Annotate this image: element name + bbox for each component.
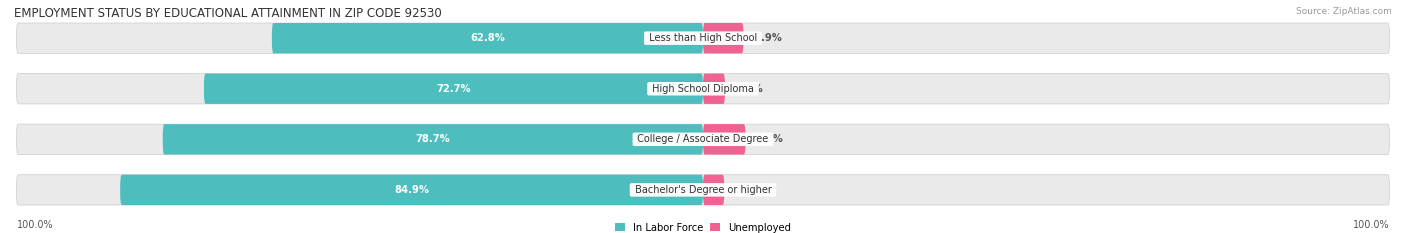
FancyBboxPatch shape <box>17 23 1389 53</box>
Text: Less than High School: Less than High School <box>645 33 761 43</box>
FancyBboxPatch shape <box>17 124 1389 154</box>
FancyBboxPatch shape <box>703 23 744 53</box>
Text: College / Associate Degree: College / Associate Degree <box>634 134 772 144</box>
FancyBboxPatch shape <box>703 74 725 104</box>
Text: 100.0%: 100.0% <box>17 220 53 230</box>
Text: 84.9%: 84.9% <box>394 185 429 195</box>
FancyBboxPatch shape <box>703 175 724 205</box>
Text: 72.7%: 72.7% <box>436 84 471 94</box>
Legend: In Labor Force, Unemployed: In Labor Force, Unemployed <box>616 223 790 233</box>
Text: Bachelor's Degree or higher: Bachelor's Degree or higher <box>631 185 775 195</box>
Text: High School Diploma: High School Diploma <box>650 84 756 94</box>
FancyBboxPatch shape <box>17 175 1389 205</box>
Text: 3.2%: 3.2% <box>735 84 763 94</box>
Text: 5.9%: 5.9% <box>754 33 782 43</box>
Text: 78.7%: 78.7% <box>416 134 450 144</box>
Text: Source: ZipAtlas.com: Source: ZipAtlas.com <box>1296 7 1392 16</box>
FancyBboxPatch shape <box>204 74 703 104</box>
FancyBboxPatch shape <box>163 124 703 154</box>
Text: 100.0%: 100.0% <box>1353 220 1389 230</box>
FancyBboxPatch shape <box>271 23 703 53</box>
FancyBboxPatch shape <box>703 124 745 154</box>
Text: 3.1%: 3.1% <box>734 185 762 195</box>
Text: 6.2%: 6.2% <box>756 134 783 144</box>
Text: EMPLOYMENT STATUS BY EDUCATIONAL ATTAINMENT IN ZIP CODE 92530: EMPLOYMENT STATUS BY EDUCATIONAL ATTAINM… <box>14 7 441 20</box>
FancyBboxPatch shape <box>17 74 1389 104</box>
Text: 62.8%: 62.8% <box>470 33 505 43</box>
FancyBboxPatch shape <box>120 175 703 205</box>
